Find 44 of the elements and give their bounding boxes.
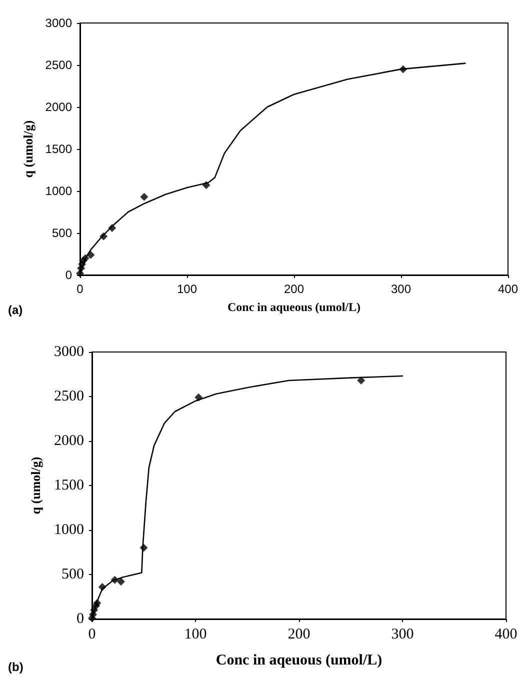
point	[100, 232, 108, 240]
x-axis-title: Conc in aqueous (umol/L)	[227, 300, 361, 314]
point	[108, 224, 116, 232]
point	[93, 598, 102, 607]
y-tick-label: 500	[52, 226, 72, 240]
x-axis-title: Conc in aqeuous (umol/L)	[216, 652, 382, 668]
x-tick-label: 100	[176, 282, 198, 296]
y-tick-label: 1500	[45, 142, 72, 156]
y-axis-title: q (umol/g)	[28, 456, 43, 514]
x-tick-label: 400	[494, 626, 518, 642]
y-tick-label: 2000	[54, 433, 84, 449]
point	[86, 250, 95, 259]
y-tick-label: 0	[65, 268, 72, 282]
text: (a)	[8, 303, 23, 317]
y-tick-label: 1000	[45, 184, 72, 198]
point	[194, 393, 203, 402]
point	[81, 254, 90, 262]
x-tick-label: 100	[184, 626, 207, 642]
y-tick-label: 0	[76, 611, 84, 627]
point	[116, 578, 125, 586]
point	[76, 269, 84, 278]
y-tick-label: 1000	[54, 522, 84, 538]
point	[110, 576, 119, 584]
y-tick-label: 2000	[45, 100, 72, 114]
x-tick-label: 200	[284, 282, 304, 296]
text: (b)	[8, 660, 24, 674]
point	[98, 582, 106, 591]
y-axis-title: q (umol/g)	[20, 120, 36, 178]
x-tick-label: 300	[390, 282, 412, 296]
y-tick-label: 1500	[54, 478, 84, 494]
point	[399, 65, 408, 74]
point	[357, 376, 366, 384]
x-tick-label: 300	[391, 626, 414, 642]
x-tick-label: 0	[88, 626, 96, 642]
y-tick-label: 2500	[45, 58, 72, 72]
y-tick-label: 500	[62, 566, 84, 582]
point	[140, 544, 148, 552]
x-tick-label: 400	[498, 282, 518, 296]
y-tick-label: 3000	[54, 344, 84, 360]
point	[202, 181, 210, 190]
y-tick-label: 3000	[45, 16, 72, 30]
point	[140, 192, 148, 201]
x-tick-label: 200	[288, 626, 310, 642]
y-tick-label: 2500	[54, 388, 84, 404]
